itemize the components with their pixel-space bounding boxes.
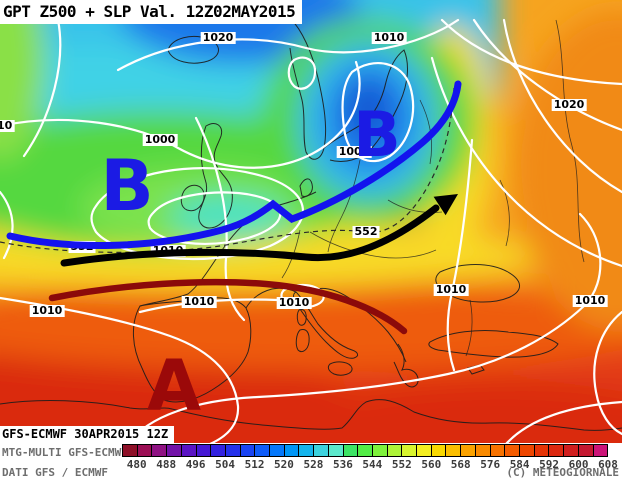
colorbar-tick: 536 <box>332 458 353 471</box>
colorbar-cell <box>211 445 226 456</box>
colorbar-cell <box>270 445 285 456</box>
colorbar-tick: 568 <box>450 458 471 471</box>
colorbar-cell <box>299 445 315 456</box>
colorbar-cell <box>387 445 403 456</box>
colorbar-cell <box>343 445 359 456</box>
colorbar-cell <box>196 445 212 456</box>
colorbar-cell <box>255 445 271 456</box>
colorbar-tick: 544 <box>362 458 383 471</box>
colorbar-tick: 552 <box>391 458 412 471</box>
colorbar-cell <box>358 445 373 456</box>
colorbar-tick: 560 <box>421 458 442 471</box>
colorbar-cell <box>534 445 550 456</box>
colorbar-cell <box>225 445 241 456</box>
colorbar-cell <box>181 445 197 456</box>
colorbar-cell <box>314 445 329 456</box>
colorbar-cell <box>461 445 476 456</box>
colorbar-cell <box>446 445 462 456</box>
colorbar-cell <box>593 445 608 456</box>
colorbar-cell <box>431 445 447 456</box>
colorbar-cell <box>505 445 520 456</box>
colorbar-tick: 528 <box>303 458 324 471</box>
colorbar-cell <box>564 445 579 456</box>
colorbar-cells <box>122 444 608 457</box>
colorbar-tick: 480 <box>126 458 147 471</box>
colorbar-cell <box>123 445 138 456</box>
colorbar-cell <box>284 445 300 456</box>
colorbar-cell <box>167 445 182 456</box>
legend-bar: MTG-MULTI GFS-ECMWF 480 488 496 504 512 520 52… <box>0 443 622 480</box>
colorbar-cell <box>519 445 535 456</box>
colorbar-cell <box>402 445 418 456</box>
map-canvas: 1020101010101000100010205521010552101010… <box>0 0 622 444</box>
colorbar-cell <box>152 445 168 456</box>
colorbar-cell <box>417 445 432 456</box>
colorbar-tick: 496 <box>185 458 206 471</box>
colorbar-cell <box>549 445 565 456</box>
colorbar-cell <box>328 445 344 456</box>
colorbar-tick: 520 <box>274 458 294 471</box>
colorbar-tick: 488 <box>156 458 177 471</box>
colorbar-cell <box>475 445 491 456</box>
map-title: GPT Z500 + SLP Val. 12Z02MAY2015 <box>0 0 303 24</box>
data-source-label: DATI GFS / ECMWF <box>2 466 108 479</box>
colorbar: 480 488 496 504 512 520 528 536 544 552 560 568 576 5… <box>122 444 618 472</box>
weather-map-base <box>0 0 622 444</box>
product-label: MTG-MULTI GFS-ECMWF <box>2 446 128 459</box>
colorbar-tick: 512 <box>244 458 265 471</box>
colorbar-cell <box>240 445 256 456</box>
colorbar-tick: 504 <box>215 458 236 471</box>
copyright-label: (C) METEOGIORNALE <box>506 466 619 479</box>
colorbar-cell <box>578 445 594 456</box>
colorbar-ticks: 480 488 496 504 512 520 528 536 544 552 560 568 576 5… <box>122 458 618 471</box>
colorbar-cell <box>490 445 506 456</box>
colorbar-cell <box>372 445 388 456</box>
geopotential-field <box>0 0 622 444</box>
colorbar-tick: 592 <box>539 458 560 471</box>
colorbar-tick: 600 <box>568 458 589 471</box>
colorbar-tick: 576 <box>480 458 501 471</box>
colorbar-tick: 608 <box>598 458 618 471</box>
colorbar-cell <box>137 445 153 456</box>
model-run-label: GFS-ECMWF 30APR2015 12Z <box>0 426 175 443</box>
colorbar-tick: 584 <box>509 458 530 471</box>
